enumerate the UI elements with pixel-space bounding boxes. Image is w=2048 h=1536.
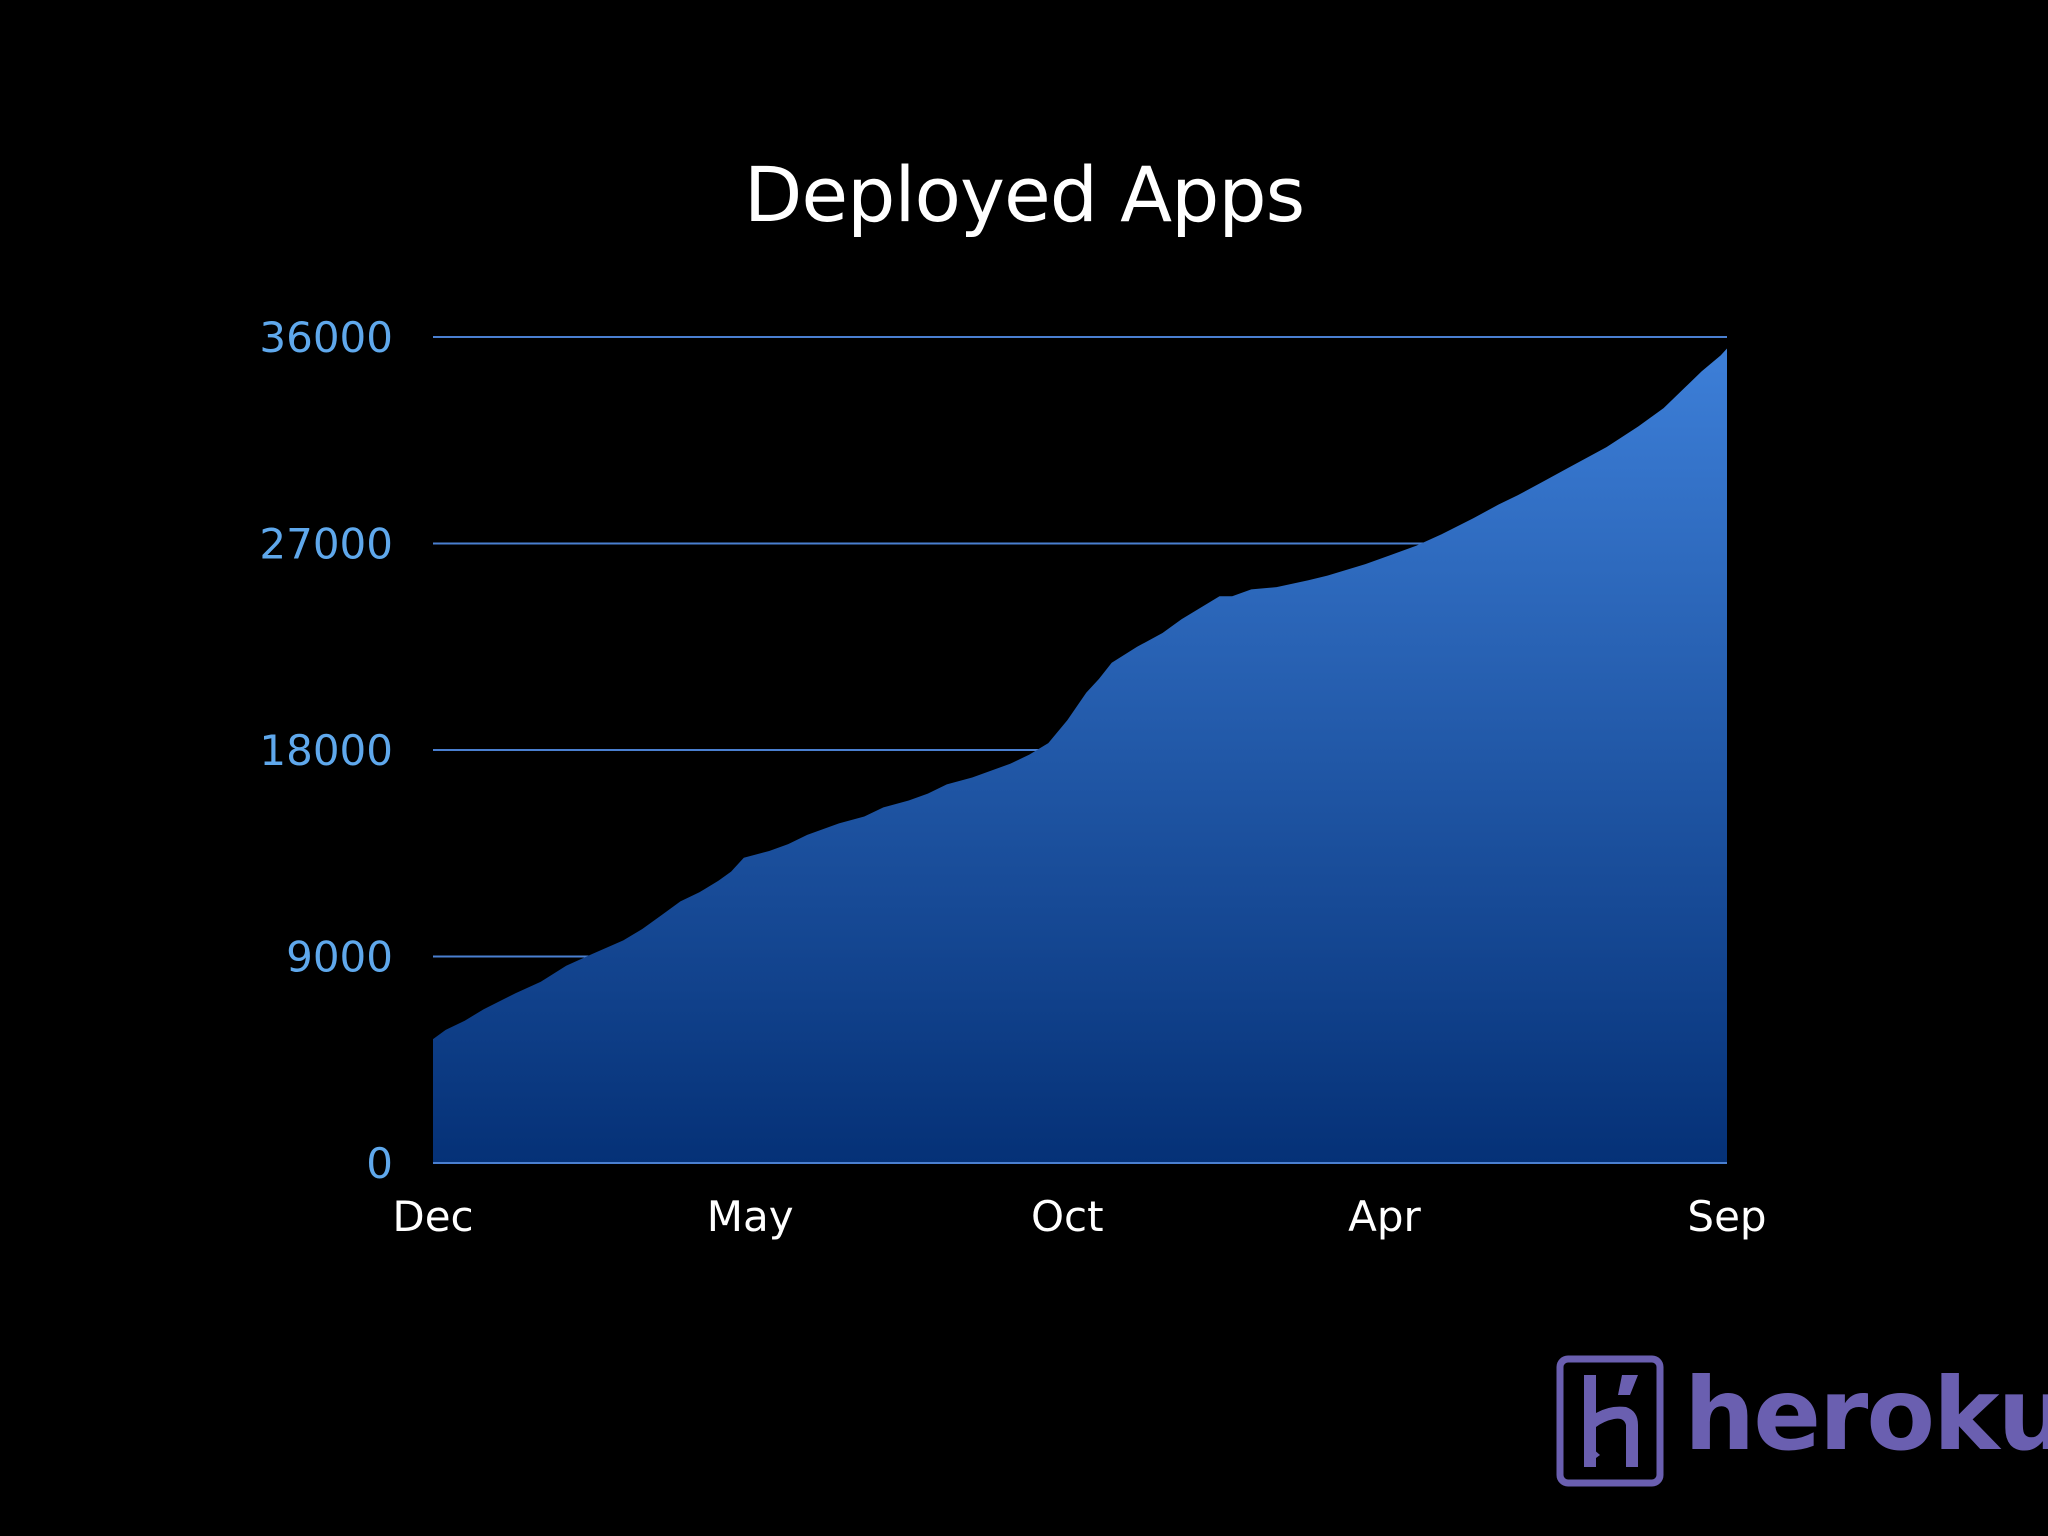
x-tick-label-oct: Oct bbox=[1031, 1192, 1104, 1241]
y-tick-label-18000: 18000 bbox=[259, 726, 393, 775]
area-series bbox=[433, 348, 1727, 1163]
x-axis-tick-labels: Dec May Oct Apr Sep bbox=[392, 1192, 1766, 1241]
x-tick-label-may: May bbox=[707, 1192, 794, 1241]
x-tick-label-sep: Sep bbox=[1687, 1192, 1766, 1241]
y-tick-label-27000: 27000 bbox=[259, 520, 393, 569]
heroku-logo-icon bbox=[1556, 1355, 1664, 1487]
y-tick-label-36000: 36000 bbox=[259, 313, 393, 362]
deployed-apps-area bbox=[433, 348, 1727, 1163]
y-axis-tick-labels: 0 9000 18000 27000 36000 bbox=[259, 313, 393, 1188]
x-tick-label-apr: Apr bbox=[1348, 1192, 1421, 1241]
x-tick-label-dec: Dec bbox=[392, 1192, 473, 1241]
y-tick-label-0: 0 bbox=[366, 1139, 393, 1188]
heroku-logo bbox=[1556, 1355, 1996, 1490]
heroku-wordmark: heroku bbox=[1684, 1356, 2048, 1473]
chart-title: Deployed Apps bbox=[743, 150, 1305, 239]
y-tick-label-9000: 9000 bbox=[286, 933, 393, 982]
